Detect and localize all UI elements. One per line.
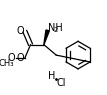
- Text: O: O: [17, 53, 24, 63]
- Text: CH₃: CH₃: [0, 59, 14, 68]
- Text: O: O: [17, 26, 24, 36]
- Text: NH: NH: [48, 23, 63, 33]
- Text: H: H: [48, 71, 55, 81]
- Text: O: O: [8, 53, 16, 63]
- Text: Cl: Cl: [56, 78, 66, 88]
- Polygon shape: [44, 30, 49, 45]
- Text: 2: 2: [54, 27, 58, 33]
